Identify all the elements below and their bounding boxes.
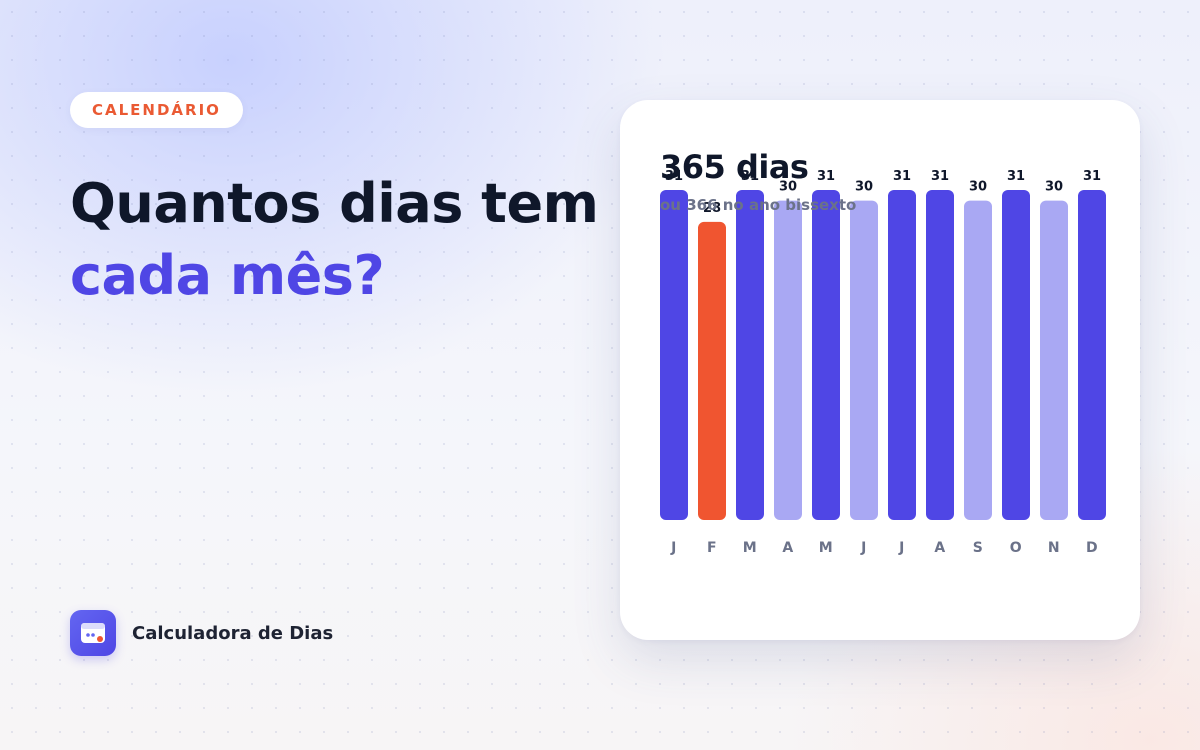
month-label: A — [934, 540, 945, 556]
bar-value-label: 31 — [893, 169, 911, 184]
month-label: J — [898, 540, 905, 556]
bar-value-label: 31 — [1007, 169, 1025, 184]
brand-name: Calculadora de Dias — [132, 622, 334, 644]
bar-1 — [660, 190, 688, 520]
bar-value-label: 31 — [817, 169, 835, 184]
bar-8 — [926, 190, 954, 520]
headline-line-2: cada mês? — [70, 244, 385, 307]
bar-4 — [774, 200, 802, 520]
bar-5 — [812, 190, 840, 520]
month-label: N — [1048, 540, 1060, 556]
bar-value-label: 30 — [855, 180, 873, 195]
bar-10 — [1002, 190, 1030, 520]
bar-value-label: 31 — [665, 169, 683, 184]
bar-value-label: 31 — [931, 169, 949, 184]
bar-7 — [888, 190, 916, 520]
month-label: S — [973, 540, 984, 556]
bar-2 — [698, 221, 726, 520]
total-days: 365 dias — [660, 148, 809, 186]
month-label: M — [743, 540, 757, 556]
month-label: M — [819, 540, 833, 556]
bar-value-label: 30 — [779, 180, 797, 195]
bar-11 — [1040, 200, 1068, 520]
category-tag: CALENDÁRIO — [70, 92, 243, 128]
bar-value-label: 31 — [1083, 169, 1101, 184]
bar-9 — [964, 200, 992, 520]
brand: Calculadora de Dias — [70, 610, 333, 656]
month-label: D — [1086, 540, 1098, 556]
bar-6 — [850, 200, 878, 520]
month-label: J — [860, 540, 867, 556]
bar-value-label: 30 — [969, 180, 987, 195]
bar-3 — [736, 190, 764, 520]
bar-value-label: 30 — [1045, 180, 1063, 195]
headline-line-1: Quantos dias tem — [70, 172, 599, 235]
bar-value-label: 31 — [741, 169, 759, 184]
month-label: O — [1010, 540, 1022, 556]
month-label: A — [782, 540, 793, 556]
headline: Quantos dias tem cada mês? — [70, 168, 599, 312]
month-label: J — [670, 540, 677, 556]
month-label: F — [707, 540, 717, 556]
chart-card: 31 J 28 F 31 M 30 A 31 M 30 J 31 J 31 A 30 S 31 O 30 N 31 D 365… — [620, 100, 1140, 640]
month-days-chart: 31 J 28 F 31 M 30 A 31 M 30 J 31 J 31 A 30 S 31 O 30 N 31 D — [660, 169, 1106, 556]
bar-12 — [1078, 190, 1106, 520]
calendar-app-icon — [70, 610, 116, 656]
leap-year-note: ou 366 no ano bissexto — [660, 196, 857, 214]
bar-value-label: 28 — [703, 201, 721, 216]
